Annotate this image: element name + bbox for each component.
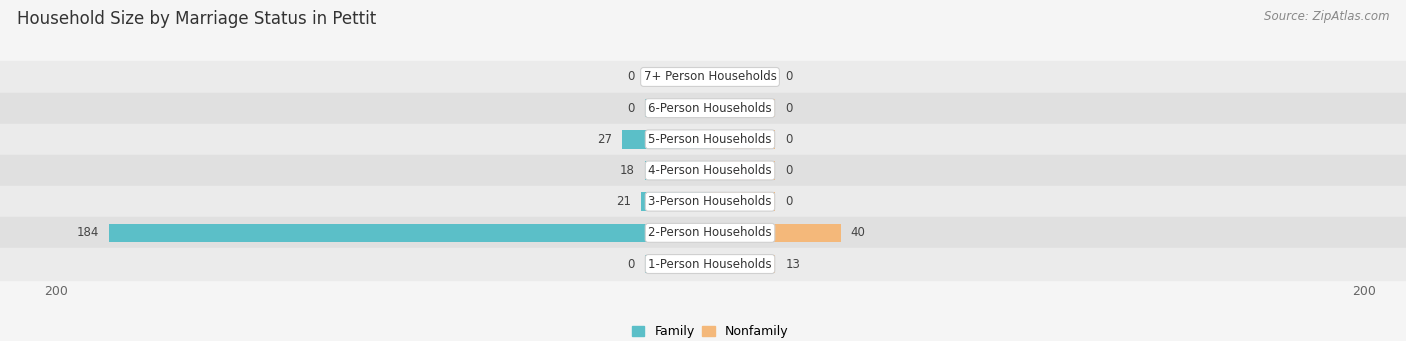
Bar <box>641 192 710 211</box>
Bar <box>0 124 1406 155</box>
Text: 0: 0 <box>785 71 793 84</box>
Bar <box>644 255 710 273</box>
Bar <box>644 161 710 180</box>
Bar <box>644 99 710 118</box>
Text: 0: 0 <box>785 102 793 115</box>
Text: 13: 13 <box>785 257 800 270</box>
Text: 18: 18 <box>620 164 636 177</box>
Text: 7+ Person Households: 7+ Person Households <box>644 71 776 84</box>
Text: 0: 0 <box>785 133 793 146</box>
Text: 3-Person Households: 3-Person Households <box>648 195 772 208</box>
Text: Household Size by Marriage Status in Pettit: Household Size by Marriage Status in Pet… <box>17 10 377 28</box>
Text: 0: 0 <box>627 71 636 84</box>
Bar <box>0 186 1406 217</box>
Text: 40: 40 <box>851 226 866 239</box>
Text: 184: 184 <box>76 226 98 239</box>
Bar <box>0 249 1406 280</box>
Bar <box>710 68 776 86</box>
Bar <box>108 223 710 242</box>
Text: 6-Person Households: 6-Person Households <box>648 102 772 115</box>
Text: 4-Person Households: 4-Person Households <box>648 164 772 177</box>
Bar <box>710 99 776 118</box>
Text: 1-Person Households: 1-Person Households <box>648 257 772 270</box>
Bar <box>710 192 776 211</box>
Text: 0: 0 <box>785 164 793 177</box>
Bar <box>0 217 1406 249</box>
Text: Source: ZipAtlas.com: Source: ZipAtlas.com <box>1264 10 1389 23</box>
Legend: Family, Nonfamily: Family, Nonfamily <box>627 320 793 341</box>
Bar <box>710 161 776 180</box>
Text: 0: 0 <box>627 102 636 115</box>
Bar <box>0 61 1406 92</box>
Bar <box>0 155 1406 186</box>
Text: 2-Person Households: 2-Person Households <box>648 226 772 239</box>
Text: 0: 0 <box>627 257 636 270</box>
Bar <box>621 130 710 149</box>
Bar <box>710 223 841 242</box>
Bar <box>0 92 1406 124</box>
Bar <box>644 68 710 86</box>
Text: 5-Person Households: 5-Person Households <box>648 133 772 146</box>
Bar <box>710 255 776 273</box>
Text: 0: 0 <box>785 195 793 208</box>
Text: 27: 27 <box>598 133 612 146</box>
Text: 21: 21 <box>617 195 631 208</box>
Bar <box>710 130 776 149</box>
